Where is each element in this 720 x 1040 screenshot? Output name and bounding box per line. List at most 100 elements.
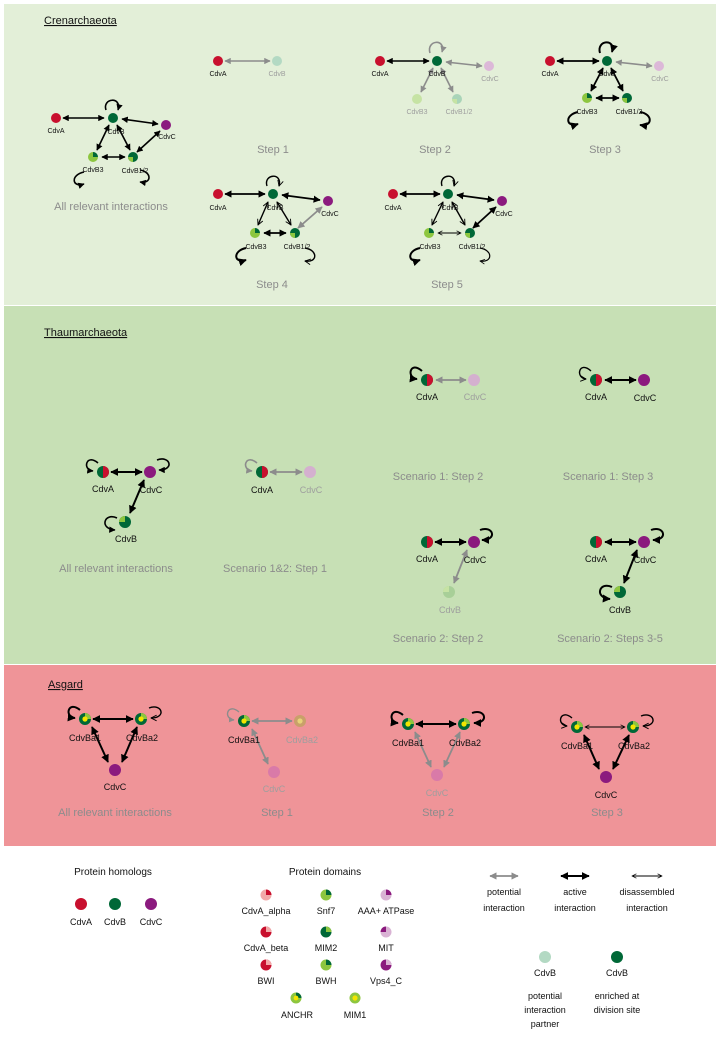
cdva-label: CdvA <box>585 554 607 564</box>
cdvb3-label: CdvB3 <box>245 244 266 251</box>
legend-domain-snf7: Snf7 <box>317 906 336 916</box>
cdvb-label: CdvB <box>439 605 461 615</box>
cdvba2-label: CdvBa2 <box>449 738 481 748</box>
cdvc-label: CdvC <box>104 782 127 792</box>
cdva-label: CdvA <box>384 205 401 212</box>
caption-thaum-sc2s2: Scenario 2: Step 2 <box>393 633 484 645</box>
cdvb3-label: CdvB3 <box>406 109 427 116</box>
caption-asgard-step2: Step 2 <box>422 807 454 819</box>
legend-potential-label: potential <box>487 887 521 897</box>
cdvb-node <box>108 113 118 123</box>
legend-domain-vps4-c: Vps4_C <box>370 976 403 986</box>
caption-thaum-sc2s35: Scenario 2: Steps 3-5 <box>557 633 663 645</box>
cdvc-label: CdvC <box>651 76 669 83</box>
cdvb12-label: CdvB1/2 <box>616 109 643 116</box>
legend-partner-dot <box>539 951 551 963</box>
cdvb-label: CdvB <box>598 71 615 78</box>
cdva-label: CdvA <box>251 485 273 495</box>
cdvb3-label: CdvB3 <box>419 244 440 251</box>
cdvb-label: CdvB <box>115 534 137 544</box>
cdvc-label: CdvC <box>464 392 487 402</box>
cdvc-node <box>109 764 121 776</box>
cdva-label: CdvA <box>92 484 114 494</box>
caption-thaum-all: All relevant interactions <box>59 563 173 575</box>
caption-thaum-sc1s2: Scenario 1: Step 2 <box>393 471 484 483</box>
legend-cdva-dot <box>75 898 87 910</box>
thaum-sc2s2-diagram: CdvA CdvC CdvB <box>416 528 493 615</box>
caption-cren-step5: Step 5 <box>431 279 463 291</box>
legend-partner-cdvb: CdvB <box>534 968 556 978</box>
thaum-s12-diagram: CdvA CdvC <box>244 459 323 495</box>
legend-enriched-cdvb: CdvB <box>606 968 628 978</box>
caption-asgard-step1: Step 1 <box>261 807 293 819</box>
legend-active-label: active <box>563 887 587 897</box>
caption-cren-all: All relevant interactions <box>54 201 168 213</box>
cdvc-label: CdvC <box>263 784 286 794</box>
cdvba2-label: CdvBa2 <box>618 741 650 751</box>
cdvc-label: CdvC <box>140 485 163 495</box>
cren-step4-diagram: CdvA CdvB CdvC CdvB3 CdvB1/2 <box>209 175 339 267</box>
legend-cdvb-dot <box>109 898 121 910</box>
legend-domain-bwi: BWI <box>258 976 275 986</box>
legend-domain-anchr: ANCHR <box>281 1010 314 1020</box>
cren-step2-diagram: CdvA CdvB CdvC CdvB3 CdvB1/2 <box>371 41 499 116</box>
cdvba2-label: CdvBa2 <box>126 733 158 743</box>
cdvc-label: CdvC <box>158 134 176 141</box>
cdva-label: CdvA <box>416 392 438 402</box>
cdva-label: CdvA <box>47 128 64 135</box>
asgard-title: Asgard <box>48 679 83 691</box>
cdva-label: CdvA <box>416 554 438 564</box>
legend-cdvb-label: CdvB <box>104 917 126 927</box>
caption-asgard-step3: Step 3 <box>591 807 623 819</box>
cdvb-label: CdvB <box>609 605 631 615</box>
legend: Protein homologs CdvA CdvB CdvC Protein … <box>70 867 675 1029</box>
cren-step1-diagram: CdvA CdvB <box>209 56 286 78</box>
legend-domain-mit: MIT <box>378 943 394 953</box>
cdvb12-label: CdvB1/2 <box>446 109 473 116</box>
cdvb3-label: CdvB3 <box>576 109 597 116</box>
legend-disassembled-label-2: interaction <box>626 903 668 913</box>
caption-asgard-all: All relevant interactions <box>58 807 172 819</box>
asgard-step3-diagram: CdvBa1 CdvBa2 CdvC <box>559 714 654 800</box>
legend-cdva-label: CdvA <box>70 917 92 927</box>
legend-domains-title: Protein domains <box>289 867 361 878</box>
cdvc-label: CdvC <box>464 555 487 565</box>
legend-enriched-label-2: division site <box>594 1005 641 1015</box>
legend-partner-label-2: interaction <box>524 1005 566 1015</box>
cdva-label: CdvA <box>209 71 226 78</box>
thaumarchaeota-title: Thaumarchaeota <box>44 327 128 339</box>
cdvc-label: CdvC <box>595 790 618 800</box>
legend-cdvc-label: CdvC <box>140 917 163 927</box>
cdvc-label: CdvC <box>426 788 449 798</box>
caption-cren-step2: Step 2 <box>419 144 451 156</box>
legend-domain-mim1: MIM1 <box>344 1010 367 1020</box>
cdva-node <box>51 113 61 123</box>
cdvba1-label: CdvBa1 <box>561 741 593 751</box>
cdvb-label: CdvB <box>428 71 445 78</box>
caption-thaum-s12: Scenario 1&2: Step 1 <box>223 563 327 575</box>
caption-cren-step4: Step 4 <box>256 279 288 291</box>
cdvba1-label: CdvBa1 <box>392 738 424 748</box>
asgard-step2-diagram: CdvBa1 CdvBa2 CdvC <box>390 710 485 798</box>
caption-cren-step3: Step 3 <box>589 144 621 156</box>
cdvba2-label: CdvBa2 <box>286 735 318 745</box>
thaum-all-diagram: CdvA CdvC CdvB <box>85 458 170 544</box>
cdvc-label: CdvC <box>634 555 657 565</box>
cdvc-label: CdvC <box>481 76 499 83</box>
legend-enriched-dot <box>611 951 623 963</box>
cdva-label: CdvA <box>371 71 388 78</box>
legend-cdvc-dot <box>145 898 157 910</box>
asgard-all-diagram: CdvBa1 CdvBa2 CdvC <box>67 705 162 792</box>
legend-domain-cdva-beta: CdvA_beta <box>244 943 289 953</box>
crenarchaeota-title: Crenarchaeota <box>44 15 118 27</box>
cdvc-label: CdvC <box>634 393 657 403</box>
legend-potential-label-2: interaction <box>483 903 525 913</box>
cdva-label: CdvA <box>209 205 226 212</box>
cren-step5-diagram: CdvA CdvB CdvC CdvB3 CdvB1/2 <box>384 175 513 267</box>
thaum-sc1s3-diagram: CdvA CdvC <box>578 366 657 403</box>
caption-cren-step1: Step 1 <box>257 144 289 156</box>
legend-homologs-title: Protein homologs <box>74 867 152 878</box>
cren-all-diagram: CdvA CdvB CdvC CdvB3 CdvB1/2 <box>47 99 176 189</box>
asgard-step1-diagram: CdvBa1 CdvBa2 CdvC <box>226 708 318 794</box>
cdvc-label: CdvC <box>495 211 513 218</box>
